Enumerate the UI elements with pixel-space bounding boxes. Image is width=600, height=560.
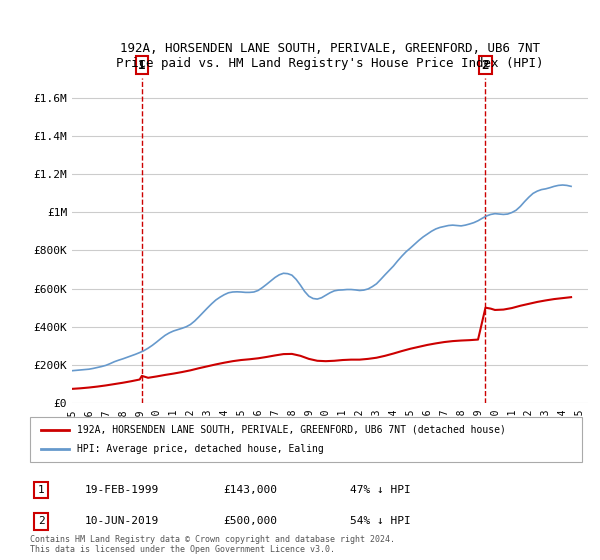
Text: Contains HM Land Registry data © Crown copyright and database right 2024.
This d: Contains HM Land Registry data © Crown c…	[30, 535, 395, 554]
Text: 10-JUN-2019: 10-JUN-2019	[85, 516, 160, 526]
Text: HPI: Average price, detached house, Ealing: HPI: Average price, detached house, Eali…	[77, 445, 323, 455]
Text: 2: 2	[38, 516, 44, 526]
Text: 47% ↓ HPI: 47% ↓ HPI	[350, 485, 411, 495]
Text: 54% ↓ HPI: 54% ↓ HPI	[350, 516, 411, 526]
Text: 2: 2	[482, 59, 489, 72]
Text: 192A, HORSENDEN LANE SOUTH, PERIVALE, GREENFORD, UB6 7NT (detached house): 192A, HORSENDEN LANE SOUTH, PERIVALE, GR…	[77, 424, 506, 435]
Text: 19-FEB-1999: 19-FEB-1999	[85, 485, 160, 495]
Title: 192A, HORSENDEN LANE SOUTH, PERIVALE, GREENFORD, UB6 7NT
Price paid vs. HM Land : 192A, HORSENDEN LANE SOUTH, PERIVALE, GR…	[116, 43, 544, 71]
FancyBboxPatch shape	[30, 417, 582, 462]
Text: 1: 1	[138, 59, 146, 72]
Text: 1: 1	[38, 485, 44, 495]
Text: £143,000: £143,000	[223, 485, 277, 495]
Text: £500,000: £500,000	[223, 516, 277, 526]
